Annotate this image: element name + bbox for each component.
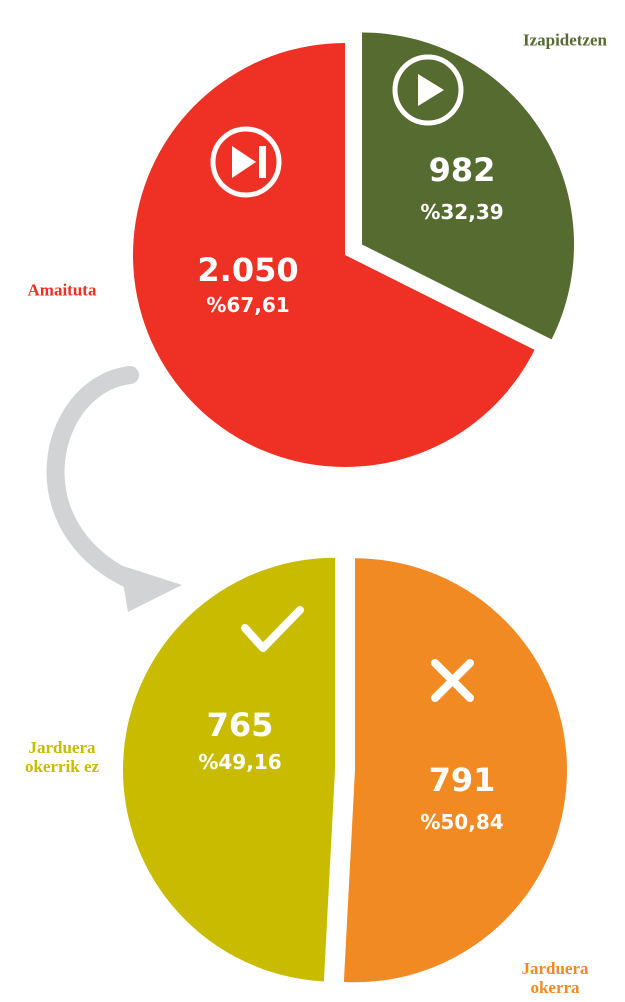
check-icon — [241, 606, 304, 652]
value-label: 791 — [428, 761, 496, 799]
in-progress-icon — [392, 54, 464, 126]
flow-arrow — [46, 366, 159, 597]
category-label: Izapidetzen — [522, 30, 608, 50]
pie-slice — [343, 558, 567, 983]
percent-label: %49,16 — [198, 750, 282, 774]
slices — [123, 32, 575, 983]
percent-label: %50,84 — [420, 810, 504, 834]
category-label: Jarduera okerra — [521, 959, 589, 997]
percent-label: %32,39 — [420, 200, 504, 224]
pie-slice — [362, 32, 575, 340]
percent-label: %67,61 — [206, 293, 290, 317]
category-label: Jarduera okerrik ez — [24, 738, 100, 776]
flow-arrow-head — [120, 565, 182, 612]
finished-icon — [210, 126, 282, 198]
pie-slice — [123, 557, 336, 982]
cross-icon — [431, 659, 474, 702]
value-label: 982 — [428, 151, 496, 189]
value-label: 2.050 — [197, 251, 299, 289]
value-label: 765 — [206, 706, 274, 744]
category-label: Amaituta — [27, 280, 97, 300]
